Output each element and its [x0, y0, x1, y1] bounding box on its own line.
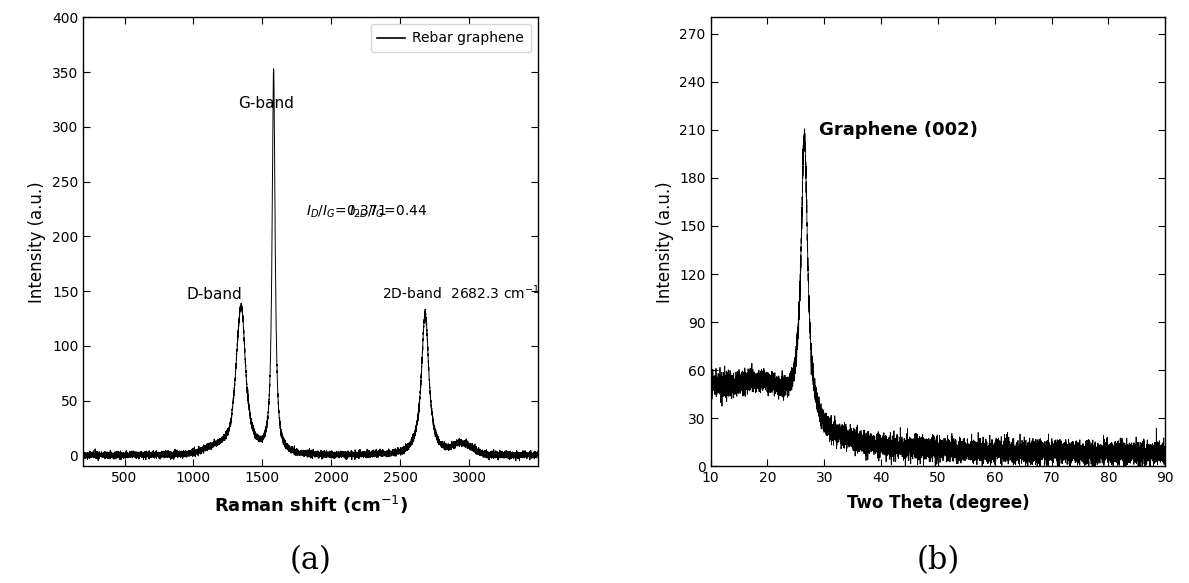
Text: Graphene (002): Graphene (002): [818, 121, 977, 139]
Y-axis label: Intensity (a.u.): Intensity (a.u.): [655, 181, 674, 303]
X-axis label: Two Theta (degree): Two Theta (degree): [847, 494, 1030, 512]
Text: (a): (a): [290, 545, 332, 576]
Text: D-band: D-band: [187, 287, 243, 302]
Text: (b): (b): [917, 545, 960, 576]
Text: 2D-band  2682.3 cm$^{-1}$: 2D-band 2682.3 cm$^{-1}$: [382, 283, 540, 302]
Text: $I_{2D}/I_G$=0.44: $I_{2D}/I_G$=0.44: [350, 203, 428, 220]
Text: $I_D/I_G$=0.371: $I_D/I_G$=0.371: [307, 203, 388, 220]
Legend: Rebar graphene: Rebar graphene: [371, 24, 531, 52]
Y-axis label: Intensity (a.u.): Intensity (a.u.): [29, 181, 46, 303]
X-axis label: Raman shift (cm$^{-1}$): Raman shift (cm$^{-1}$): [214, 494, 408, 516]
Text: G-band: G-band: [239, 96, 295, 111]
